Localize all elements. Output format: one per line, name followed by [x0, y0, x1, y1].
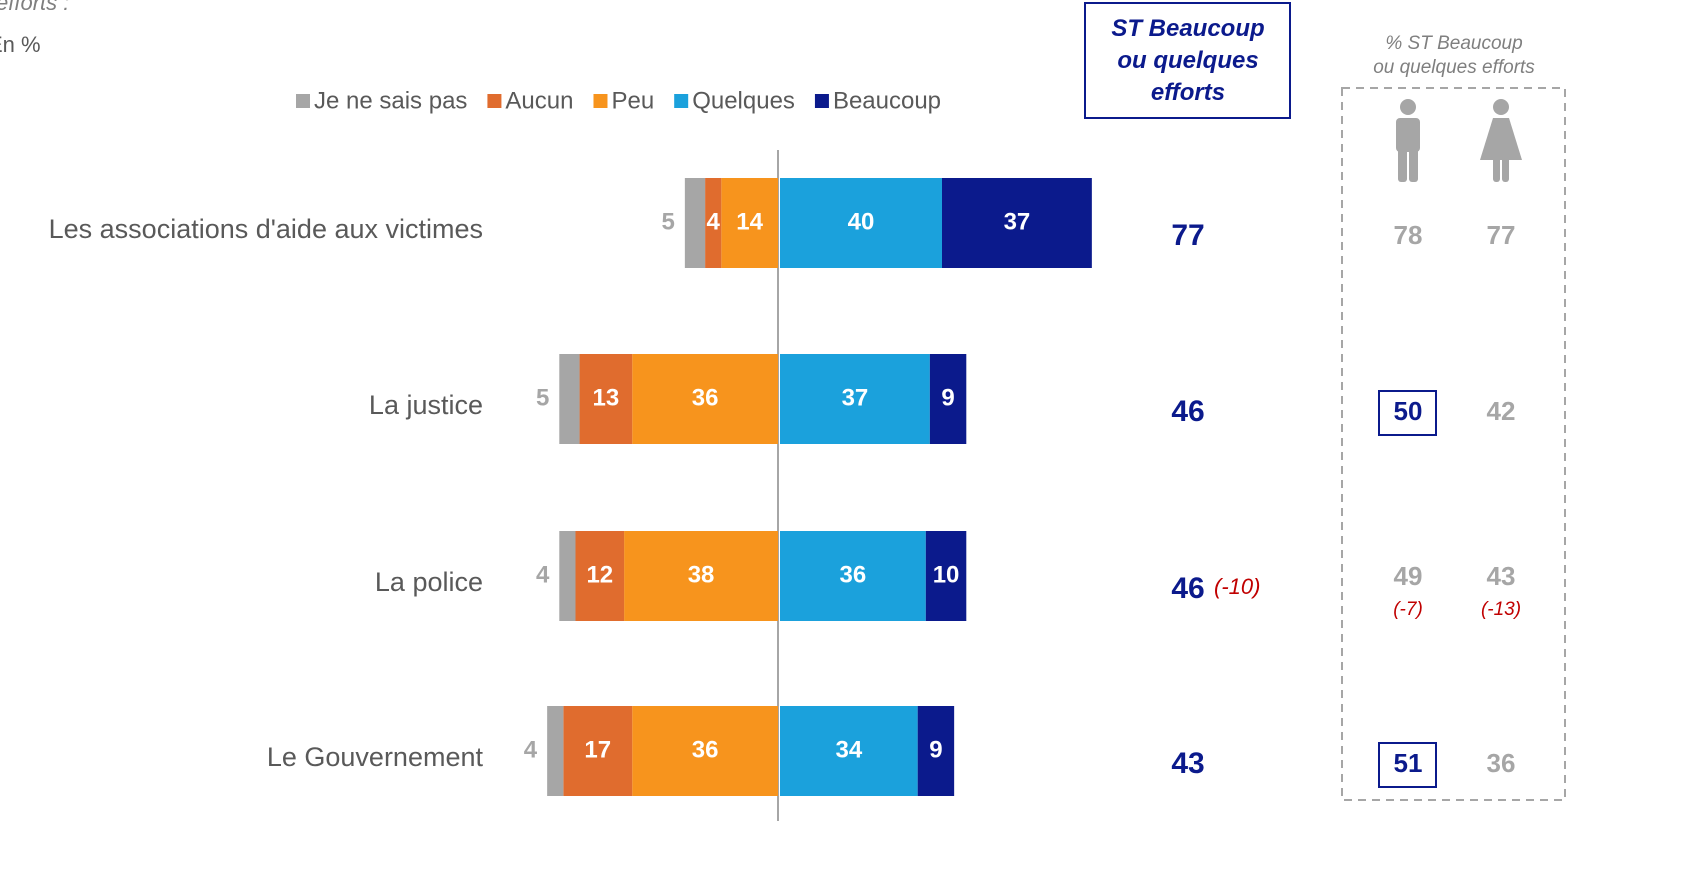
value-label: 40	[848, 208, 875, 235]
category-label: La police	[375, 567, 483, 597]
value-label: 9	[941, 384, 954, 411]
legend-swatch	[487, 94, 502, 108]
bar-segment	[780, 354, 930, 444]
women-value: 42	[1487, 396, 1516, 426]
bar-segment	[780, 706, 918, 796]
gender-header: % ST Beaucoup ou quelques efforts	[1373, 33, 1535, 78]
bar-segment	[780, 178, 942, 268]
legend-swatch	[674, 94, 689, 108]
highlight-box	[1378, 742, 1437, 788]
total-value: 43	[1171, 747, 1204, 780]
men-value: 51	[1394, 748, 1423, 778]
total-change: (-10)	[1214, 574, 1260, 599]
legend-swatch	[814, 94, 829, 108]
men-value: 50	[1394, 396, 1423, 426]
value-label: 12	[586, 561, 613, 588]
legend-label: Je ne sais pas	[314, 87, 467, 114]
category-label: Les associations d'aide aux victimes	[49, 214, 483, 244]
men-value: 49	[1394, 561, 1423, 591]
bar-segment	[632, 354, 778, 444]
value-label: 4	[536, 561, 550, 588]
bar-segment	[942, 178, 1092, 268]
value-label: 36	[840, 561, 867, 588]
bar-segment	[684, 178, 706, 268]
value-label: 38	[688, 561, 715, 588]
value-label: 37	[1004, 208, 1031, 235]
bar-segment	[575, 531, 625, 621]
category-label: Le Gouvernement	[267, 742, 484, 772]
bar-segment	[559, 531, 576, 621]
bar-segment	[547, 706, 564, 796]
value-label: 9	[929, 736, 942, 763]
total-header: ST Beaucoup ou quelques efforts	[1111, 15, 1264, 106]
highlight-box	[1378, 390, 1437, 436]
category-label: La justice	[369, 390, 483, 420]
men-value: 78	[1394, 220, 1423, 250]
value-label: 37	[842, 384, 869, 411]
man-icon	[1396, 99, 1420, 182]
bar-segment	[705, 178, 722, 268]
total-value: 46	[1171, 572, 1204, 605]
women-value: 77	[1487, 220, 1516, 250]
total-value: 77	[1171, 219, 1204, 252]
total-value: 46	[1171, 395, 1204, 428]
bar-segment	[563, 706, 633, 796]
value-label: 34	[835, 736, 862, 763]
legend-label: Peu	[611, 87, 654, 114]
value-label: 36	[692, 736, 719, 763]
unit: En %	[0, 32, 41, 57]
legend-label: Aucun	[505, 87, 573, 114]
value-label: 36	[692, 384, 719, 411]
bar-segment	[632, 706, 778, 796]
value-label: 13	[593, 384, 620, 411]
value-label: 14	[736, 208, 763, 235]
bar-segment	[624, 531, 778, 621]
bar-segment	[925, 531, 967, 621]
bar-segment	[917, 706, 955, 796]
bar-segment	[579, 354, 633, 444]
value-label: 4	[707, 208, 721, 235]
men-change: (-7)	[1393, 599, 1423, 620]
value-label: 4	[524, 736, 538, 763]
value-label: 5	[661, 208, 674, 235]
bar-segment	[721, 178, 778, 268]
women-value: 43	[1487, 561, 1516, 591]
women-value: 36	[1487, 748, 1516, 778]
women-change: (-13)	[1481, 599, 1521, 620]
value-label: 17	[584, 736, 611, 763]
woman-icon	[1480, 99, 1522, 182]
bar-segment	[929, 354, 967, 444]
value-label: 5	[536, 384, 549, 411]
legend-swatch	[593, 94, 608, 108]
bar-segment	[559, 354, 580, 444]
legend-label: Quelques	[692, 87, 795, 114]
total-header-box	[1084, 2, 1291, 119]
question-tail: efforts :	[0, 0, 69, 15]
gender-box	[1341, 87, 1566, 801]
value-label: 10	[933, 561, 960, 588]
bar-segment	[780, 531, 926, 621]
legend-swatch	[296, 94, 310, 108]
legend-label: Beaucoup	[833, 87, 941, 114]
